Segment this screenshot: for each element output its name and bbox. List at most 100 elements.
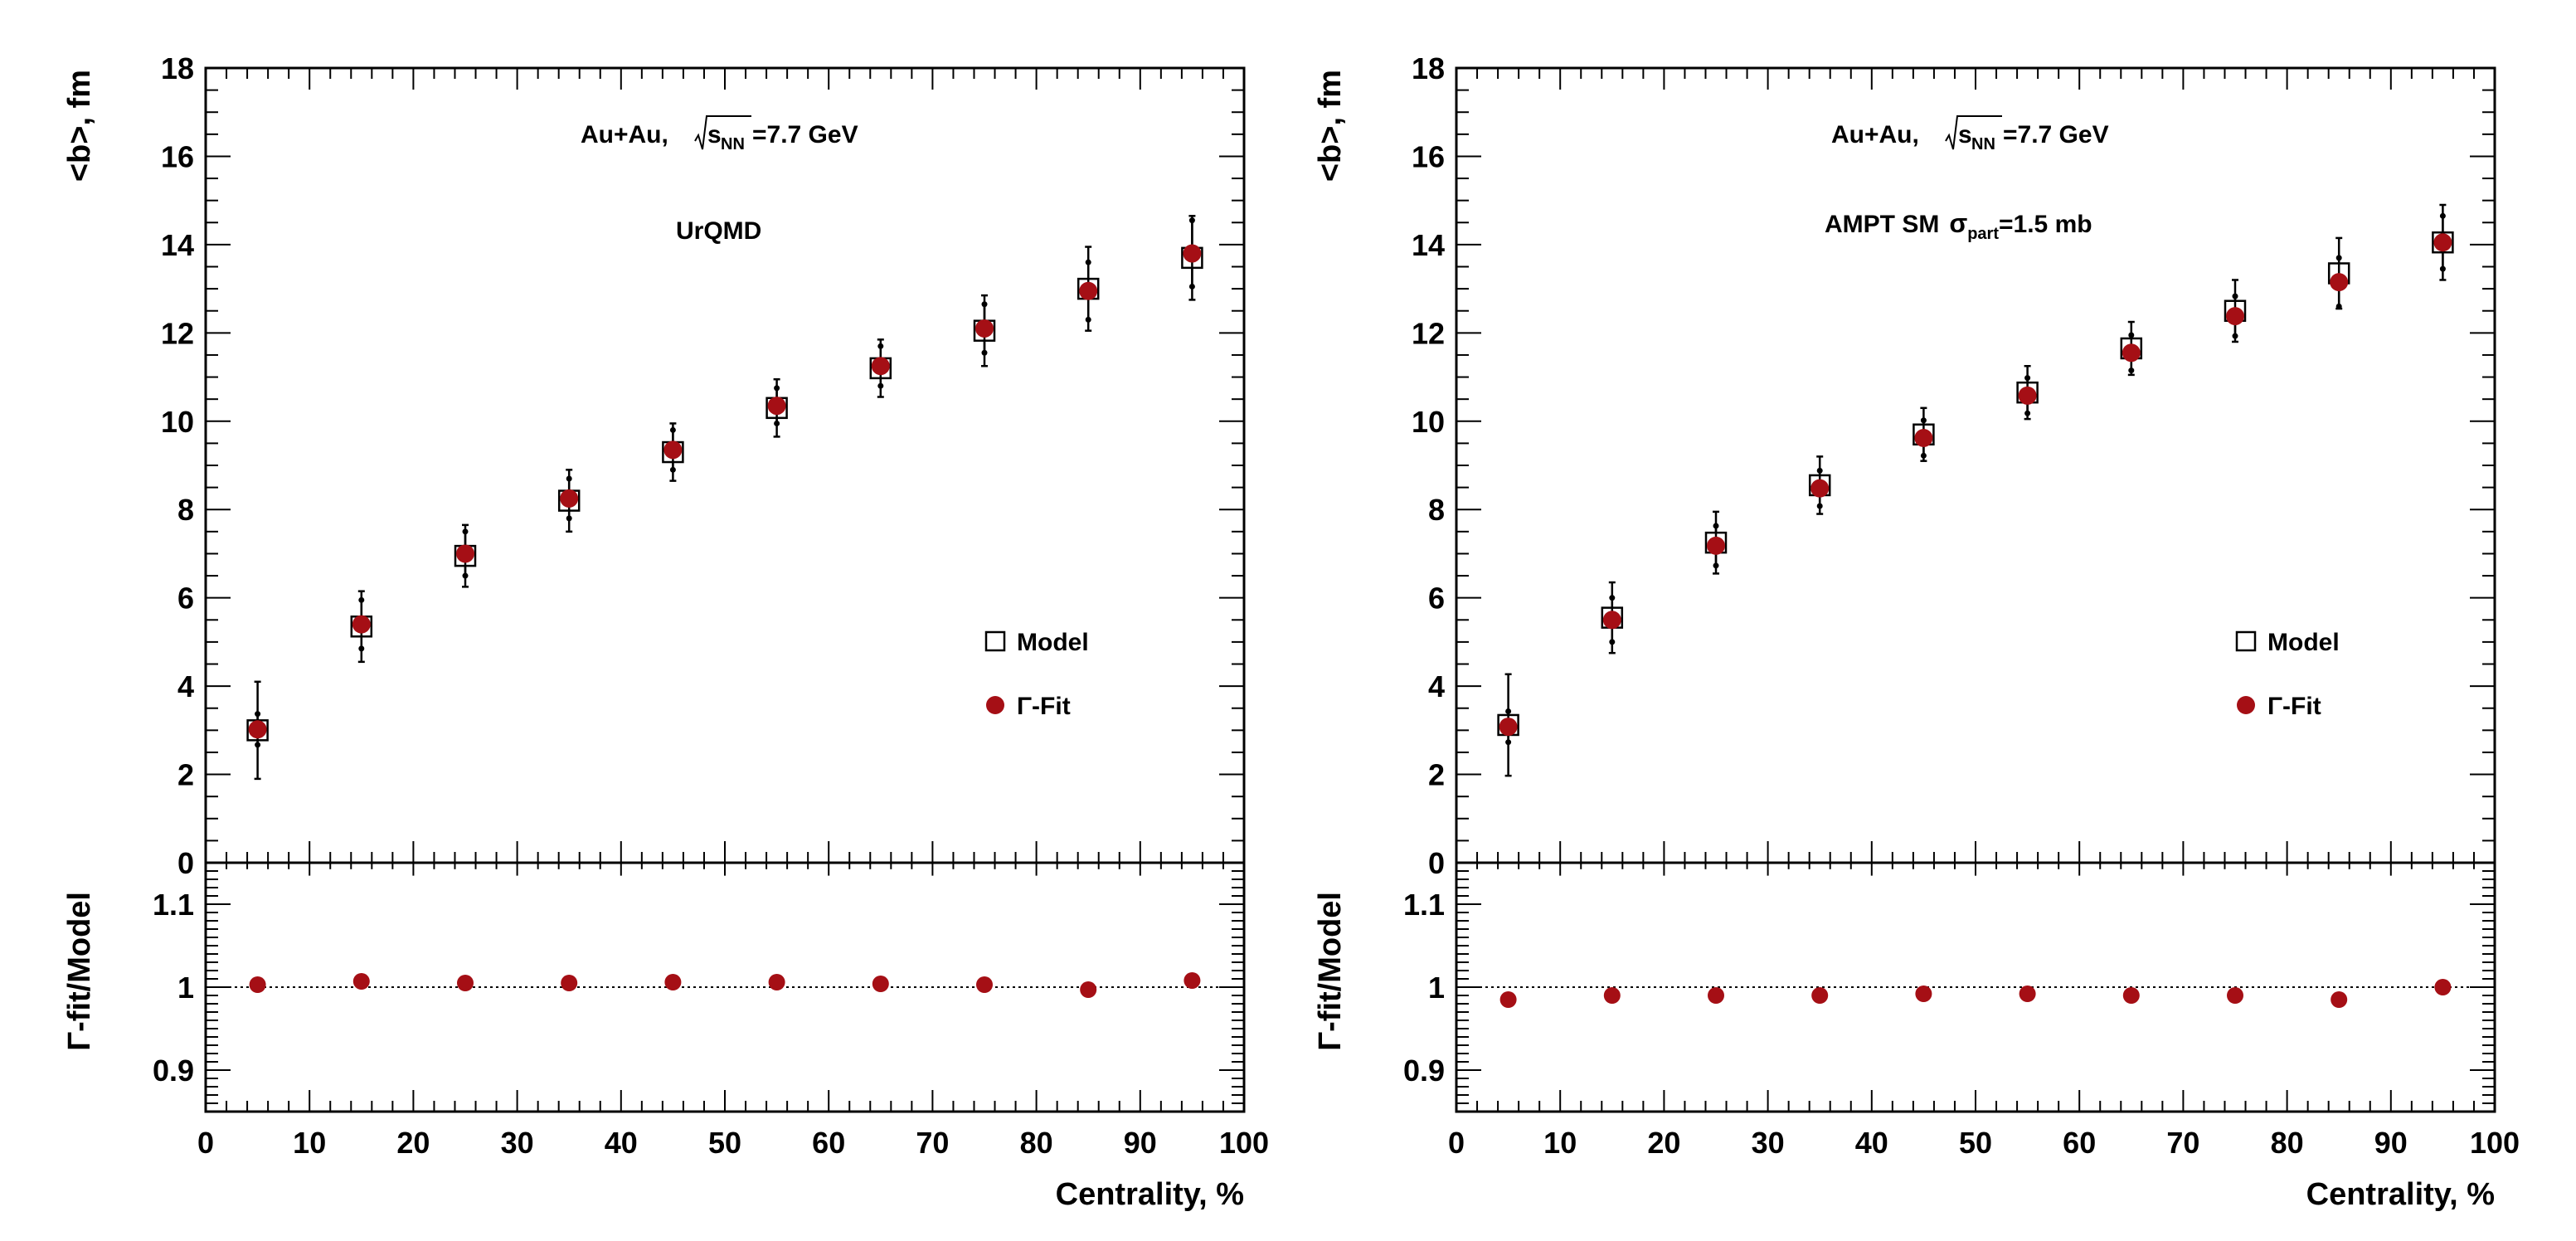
y-tick-label-top: 18 xyxy=(161,51,194,85)
y-tick-label-bottom: 1 xyxy=(1428,971,1445,1005)
sigma-symbol: σ xyxy=(1949,208,1967,238)
y-axis-label-bottom: Γ-fit/Model xyxy=(62,892,97,1051)
fit-error-end xyxy=(1505,739,1512,746)
ratio-point xyxy=(664,974,682,990)
y-tick-label-bottom: 0.9 xyxy=(1403,1054,1445,1088)
fit-error-end xyxy=(255,711,261,718)
y-tick-label-top: 16 xyxy=(161,139,194,173)
y-tick-label-top: 14 xyxy=(161,228,194,262)
sigma-subscript: part xyxy=(1967,225,1999,243)
x-tick-label: 0 xyxy=(1448,1126,1465,1160)
fit-error-end xyxy=(1920,452,1927,459)
fit-error-end xyxy=(669,466,676,473)
legend-fit-label: Γ-Fit xyxy=(1017,693,1071,720)
ratio-point xyxy=(768,974,785,990)
fit-error-end xyxy=(566,515,572,522)
y-axis-label-bottom: Γ-fit/Model xyxy=(1313,892,1348,1051)
legend-ampt: Model Γ-Fit xyxy=(2235,629,2340,720)
fit-error-end xyxy=(774,385,780,392)
ratio-point xyxy=(1603,987,1621,1004)
ratio-point xyxy=(2331,991,2348,1008)
fit-point xyxy=(2018,386,2037,405)
fit-point xyxy=(352,615,371,634)
sqrt-sign xyxy=(694,115,751,150)
gamma-symbol: Γ xyxy=(62,1032,97,1051)
y-axis-label-top: <b>, fm xyxy=(1313,70,1348,182)
energy-label: =7.7 GeV xyxy=(2003,121,2109,148)
legend-fit-marker xyxy=(2237,696,2255,714)
x-tick-label: 90 xyxy=(2374,1126,2408,1160)
sigma-value: =1.5 mb xyxy=(1999,211,2092,238)
x-tick-label: 70 xyxy=(2166,1126,2199,1160)
plot-frame-top xyxy=(1455,66,2496,864)
x-tick-label: 90 xyxy=(1124,1126,1157,1160)
ratio-point xyxy=(976,976,993,993)
y-tick-label-bottom: 0.9 xyxy=(153,1054,194,1088)
fit-point xyxy=(1183,244,1202,263)
system-label: Au+Au, xyxy=(581,121,668,148)
y-tick-label-top: 10 xyxy=(1412,405,1445,439)
sqrt-s-label: s xyxy=(707,121,722,148)
fit-error-end xyxy=(2335,255,2342,261)
ratio-label-text: -fit/Model xyxy=(62,892,97,1032)
y-tick-label-top: 4 xyxy=(1428,669,1445,703)
annotation-ampt: Au+Au, s NN =7.7 GeV AMPT SM σpart=1.5 mb xyxy=(1825,115,2109,243)
ratio-point xyxy=(457,975,474,991)
y-tick-label-bottom: 1.1 xyxy=(1403,888,1445,922)
y-tick-label-top: 8 xyxy=(1428,493,1445,527)
x-tick-label: 30 xyxy=(501,1126,534,1160)
y-tick-label-top: 18 xyxy=(1412,51,1445,85)
ratio-point xyxy=(1184,972,1201,989)
fit-error-end xyxy=(877,343,884,349)
ratio-point xyxy=(2227,987,2243,1004)
sqrt-sign xyxy=(1945,115,2002,150)
x-tick-label: 80 xyxy=(1020,1126,1053,1160)
y-tick-label-top: 2 xyxy=(1428,758,1445,792)
fit-error-end xyxy=(358,596,365,603)
fit-error-end xyxy=(1713,523,1719,529)
fit-error-end xyxy=(1713,562,1719,569)
fit-point xyxy=(560,489,579,508)
x-tick-label: 10 xyxy=(293,1126,326,1160)
legend-model-label: Model xyxy=(1017,629,1089,656)
x-tick-label: 60 xyxy=(812,1126,845,1160)
panel-urqmd: Au+Au, s NN =7.7 GeV UrQMD <b>, fm Γ-fit… xyxy=(62,51,1269,1212)
sqrt-s-subscript: NN xyxy=(721,135,745,153)
x-tick-label: 0 xyxy=(197,1126,214,1160)
y-tick-label-top: 12 xyxy=(1412,316,1445,350)
x-tick-label: 10 xyxy=(1543,1126,1577,1160)
fit-point xyxy=(1810,479,1830,498)
annotation-urqmd: Au+Au, s NN =7.7 GeV UrQMD xyxy=(581,115,858,245)
fit-error-end xyxy=(2232,333,2238,339)
fit-error-end xyxy=(462,528,469,535)
x-tick-label: 80 xyxy=(2271,1126,2304,1160)
fit-error-end xyxy=(1505,708,1512,714)
x-tick-label: 40 xyxy=(1855,1126,1888,1160)
model-name: AMPT SM σpart=1.5 mb xyxy=(1825,208,2092,243)
fit-point xyxy=(456,544,474,563)
fit-point xyxy=(2122,343,2141,363)
legend-model-marker xyxy=(2235,630,2257,652)
legend-gamma: Γ xyxy=(1017,693,1032,720)
ratio-point xyxy=(352,973,370,990)
fit-error-end xyxy=(462,572,469,579)
y-tick-label-top: 10 xyxy=(161,405,194,439)
energy-label: =7.7 GeV xyxy=(752,121,858,148)
fit-error-end xyxy=(981,349,988,356)
x-tick-label: 20 xyxy=(1647,1126,1680,1160)
fit-point xyxy=(663,440,683,460)
y-tick-label-top: 0 xyxy=(1428,846,1445,880)
fit-point xyxy=(2433,233,2452,252)
fit-point xyxy=(1602,611,1621,630)
y-axis-label-top: <b>, fm xyxy=(62,70,97,182)
fit-error-end xyxy=(2335,303,2342,309)
ratio-point xyxy=(561,975,578,991)
fit-error-end xyxy=(1085,259,1091,265)
x-tick-label: 20 xyxy=(396,1126,430,1160)
y-tick-label-top: 0 xyxy=(177,846,194,880)
y-tick-label-top: 6 xyxy=(177,582,194,616)
y-tick-label-top: 8 xyxy=(177,493,194,527)
x-axis-label: Centrality, % xyxy=(1056,1177,1244,1212)
fit-error-end xyxy=(1920,417,1927,424)
